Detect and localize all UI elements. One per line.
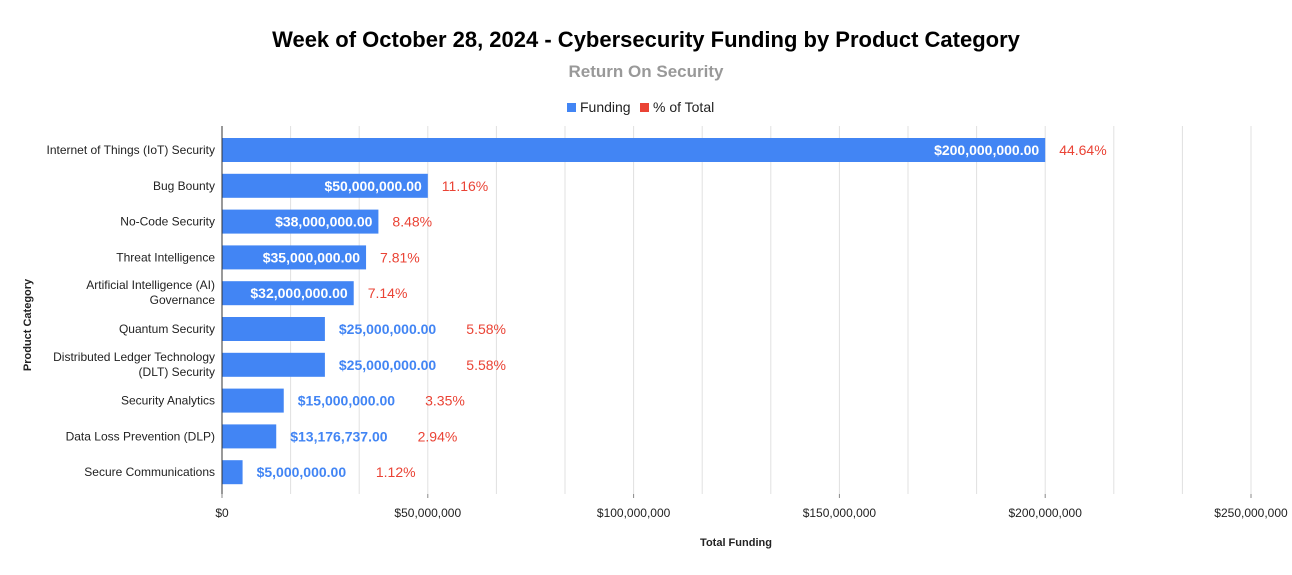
- category-label: Quantum Security: [119, 322, 215, 336]
- legend-label-percent: % of Total: [653, 99, 714, 115]
- percent-label: 44.64%: [1059, 142, 1106, 158]
- bar-funding: [222, 281, 354, 306]
- category-label: Secure Communications: [84, 465, 215, 479]
- chart-title: Week of October 28, 2024 - Cybersecurity…: [272, 27, 1021, 52]
- category-label: Internet of Things (IoT) Security: [46, 143, 215, 157]
- bar-value-label: $25,000,000.00: [339, 357, 437, 373]
- percent-label: 7.14%: [368, 285, 408, 301]
- bar-funding: [222, 209, 379, 234]
- bar-value-label: $5,000,000.00: [257, 464, 347, 480]
- legend-label-funding: Funding: [580, 99, 631, 115]
- x-tick-label: $250,000,000: [1214, 506, 1288, 520]
- category-label-line: (DLT) Security: [139, 365, 215, 379]
- bar-funding: [222, 245, 367, 270]
- bar-value-label: $200,000,000.00: [934, 142, 1039, 158]
- grid-lines: [290, 126, 1252, 494]
- bar-value-label: $25,000,000.00: [339, 321, 437, 337]
- percent-label: 1.12%: [376, 464, 416, 480]
- chart-subtitle: Return On Security: [569, 62, 724, 81]
- percent-label: 7.81%: [380, 249, 420, 265]
- bar-funding: [222, 388, 284, 413]
- category-label: Artificial Intelligence (AI) Governance: [86, 278, 215, 307]
- y-axis-title: Product Category: [22, 278, 34, 371]
- value-labels: $200,000,000.00 44.64% $50,000,000.00 11.16…: [250, 142, 1106, 480]
- category-label-line: Distributed Ledger Technology: [53, 350, 215, 364]
- percent-label: 2.94%: [418, 428, 458, 444]
- category-label: Data Loss Prevention (DLP): [66, 429, 215, 443]
- bar-value-label: $38,000,000.00: [275, 214, 373, 230]
- bars-group: [222, 138, 1046, 485]
- category-labels: Internet of Things (IoT) Security Bug Bou…: [46, 143, 215, 479]
- bar-funding: [222, 317, 325, 341]
- percent-label: 5.58%: [466, 321, 506, 337]
- bar-funding: [222, 138, 1046, 162]
- chart-legend: Funding % of Total: [567, 99, 714, 115]
- bar-funding: [222, 173, 428, 198]
- bar-value-label: $32,000,000.00: [250, 285, 348, 301]
- category-label-line: Governance: [150, 293, 216, 307]
- x-tick-label: $100,000,000: [597, 506, 671, 520]
- legend-swatch-funding: [567, 103, 576, 112]
- x-axis-title: Total Funding: [700, 537, 772, 549]
- bar-funding: [222, 424, 277, 449]
- x-tick-label: $150,000,000: [803, 506, 877, 520]
- percent-label: 5.58%: [466, 357, 506, 373]
- category-label: Threat Intelligence: [116, 250, 215, 264]
- x-axis-ticks: $0 $50,000,000 $100,000,000 $150,000,000 $20…: [215, 494, 1288, 520]
- bar-value-label: $50,000,000.00: [324, 178, 422, 194]
- category-label: Bug Bounty: [153, 179, 215, 193]
- category-label-line: Artificial Intelligence (AI): [86, 278, 215, 292]
- x-tick-label: $0: [215, 506, 229, 520]
- x-tick-label: $50,000,000: [394, 506, 461, 520]
- category-label: Distributed Ledger Technology (DLT) Secur…: [53, 350, 215, 379]
- percent-label: 11.16%: [442, 178, 488, 194]
- percent-label: 3.35%: [425, 393, 465, 409]
- bar-funding: [222, 460, 243, 485]
- bar-value-label: $35,000,000.00: [263, 249, 361, 265]
- bar-value-label: $15,000,000.00: [298, 393, 396, 409]
- bar-value-label: $13,176,737.00: [290, 428, 388, 444]
- x-tick-label: $200,000,000: [1008, 506, 1082, 520]
- percent-label: 8.48%: [392, 214, 432, 230]
- category-label: Security Analytics: [121, 394, 215, 408]
- bar-funding: [222, 352, 325, 377]
- category-label: No-Code Security: [120, 215, 215, 229]
- legend-swatch-percent: [640, 103, 649, 112]
